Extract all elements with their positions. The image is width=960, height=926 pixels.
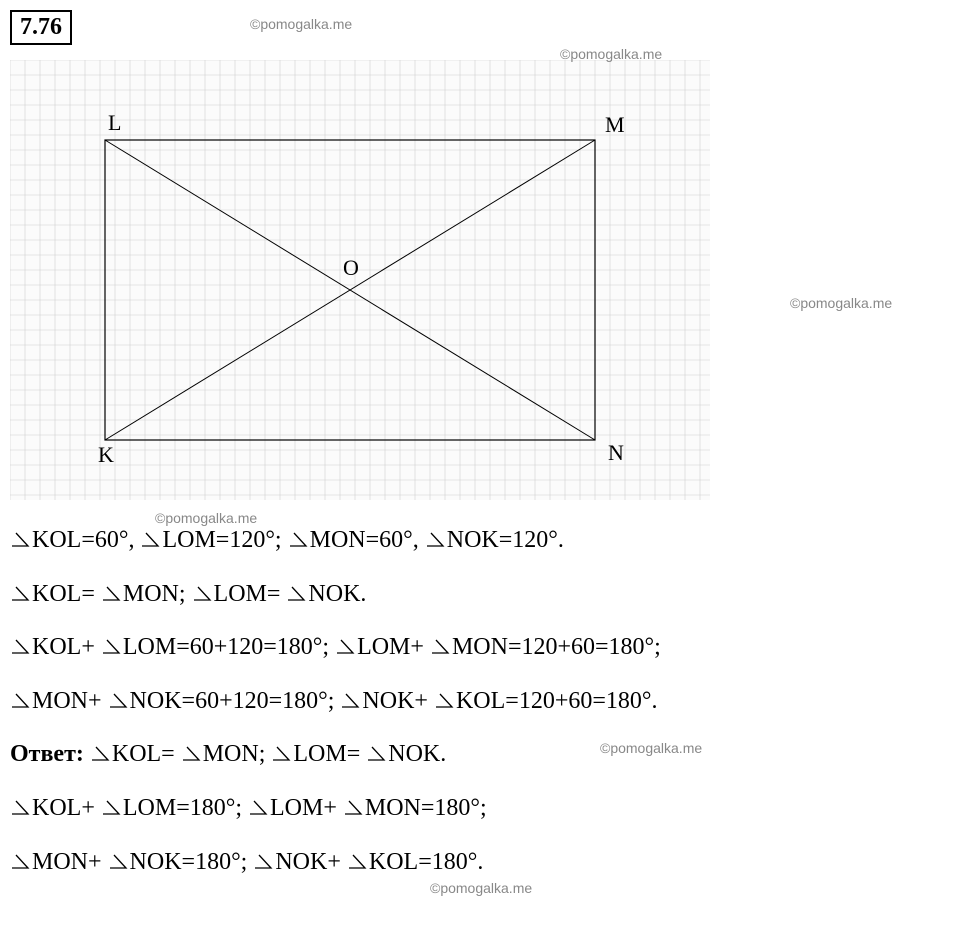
angle-icon bbox=[10, 520, 32, 566]
answer-line-2: KOL+ LOM=180°; LOM+ MON=180°; bbox=[10, 786, 950, 834]
angle-icon bbox=[10, 681, 32, 727]
solution-text: KOL=60°, LOM=120°; MON=60°, NOK=120°. KO… bbox=[10, 518, 950, 887]
angle-icon bbox=[108, 842, 130, 888]
angle-icon bbox=[253, 842, 275, 888]
answer-label: Ответ: bbox=[10, 741, 84, 767]
angle-icon bbox=[140, 520, 162, 566]
angle-icon bbox=[366, 734, 388, 780]
angle-icon bbox=[347, 842, 369, 888]
angle-icon bbox=[181, 734, 203, 780]
line-4: MON+ NOK=60+120=180°; NOK+ KOL=120+60=18… bbox=[10, 679, 950, 727]
angle-icon bbox=[248, 788, 270, 834]
page-container: 7.76 L M K N O KOL=60°, LOM=120°; MON=60°, N… bbox=[10, 10, 950, 887]
line-2: KOL= MON; LOM= NOK. bbox=[10, 572, 950, 620]
answer-line-1: Ответ: KOL= MON; LOM= NOK. bbox=[10, 732, 950, 780]
watermark: ©pomogalka.me bbox=[560, 46, 662, 62]
svg-text:O: O bbox=[343, 255, 359, 280]
angle-icon bbox=[10, 788, 32, 834]
angle-icon bbox=[101, 627, 123, 673]
watermark: ©pomogalka.me bbox=[430, 880, 532, 896]
angle-icon bbox=[425, 520, 447, 566]
watermark: ©pomogalka.me bbox=[155, 510, 257, 526]
angle-icon bbox=[108, 681, 130, 727]
diagram-svg: L M K N O bbox=[10, 60, 710, 500]
angle-icon bbox=[434, 681, 456, 727]
svg-text:K: K bbox=[98, 442, 114, 467]
line-1: KOL=60°, LOM=120°; MON=60°, NOK=120°. bbox=[10, 518, 950, 566]
angle-icon bbox=[101, 574, 123, 620]
angle-icon bbox=[286, 574, 308, 620]
angle-icon bbox=[192, 574, 214, 620]
svg-text:N: N bbox=[608, 440, 624, 465]
angle-icon bbox=[288, 520, 310, 566]
diagram: L M K N O bbox=[10, 60, 710, 500]
angle-icon bbox=[343, 788, 365, 834]
angle-icon bbox=[340, 681, 362, 727]
angle-icon bbox=[101, 788, 123, 834]
angle-icon bbox=[90, 734, 112, 780]
watermark: ©pomogalka.me bbox=[600, 740, 702, 756]
line-3: KOL+ LOM=60+120=180°; LOM+ MON=120+60=18… bbox=[10, 625, 950, 673]
angle-icon bbox=[10, 842, 32, 888]
angle-icon bbox=[10, 574, 32, 620]
angle-icon bbox=[335, 627, 357, 673]
svg-text:M: M bbox=[605, 112, 625, 137]
watermark: ©pomogalka.me bbox=[250, 16, 352, 32]
angle-icon bbox=[10, 627, 32, 673]
svg-text:L: L bbox=[108, 110, 121, 135]
angle-icon bbox=[430, 627, 452, 673]
angle-icon bbox=[271, 734, 293, 780]
problem-number: 7.76 bbox=[10, 10, 72, 45]
watermark: ©pomogalka.me bbox=[790, 295, 892, 311]
